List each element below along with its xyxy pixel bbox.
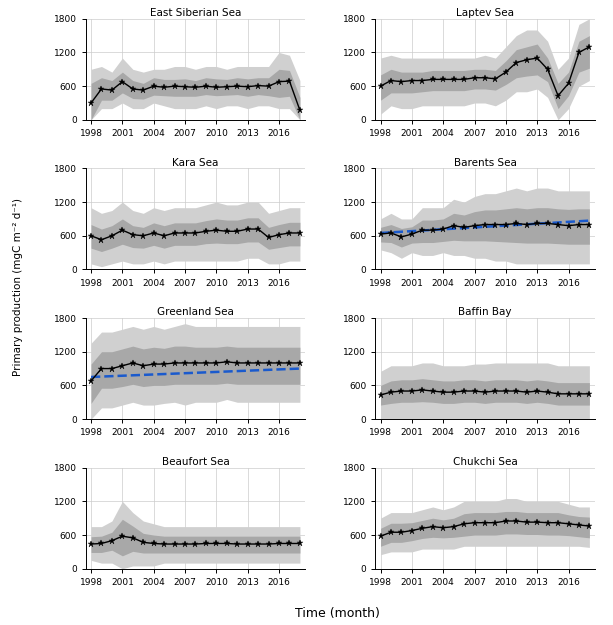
Title: Chukchi Sea: Chukchi Sea: [452, 457, 517, 467]
Title: Beaufort Sea: Beaufort Sea: [162, 457, 229, 467]
Title: Baffin Bay: Baffin Bay: [458, 308, 512, 318]
Title: Barents Sea: Barents Sea: [454, 158, 516, 168]
Title: Laptev Sea: Laptev Sea: [456, 8, 514, 18]
Text: Primary production (mgC m⁻² d⁻¹): Primary production (mgC m⁻² d⁻¹): [13, 199, 23, 376]
Title: Kara Sea: Kara Sea: [172, 158, 219, 168]
Title: East Siberian Sea: East Siberian Sea: [150, 8, 241, 18]
Title: Greenland Sea: Greenland Sea: [157, 308, 234, 318]
Text: Time (month): Time (month): [295, 608, 379, 620]
